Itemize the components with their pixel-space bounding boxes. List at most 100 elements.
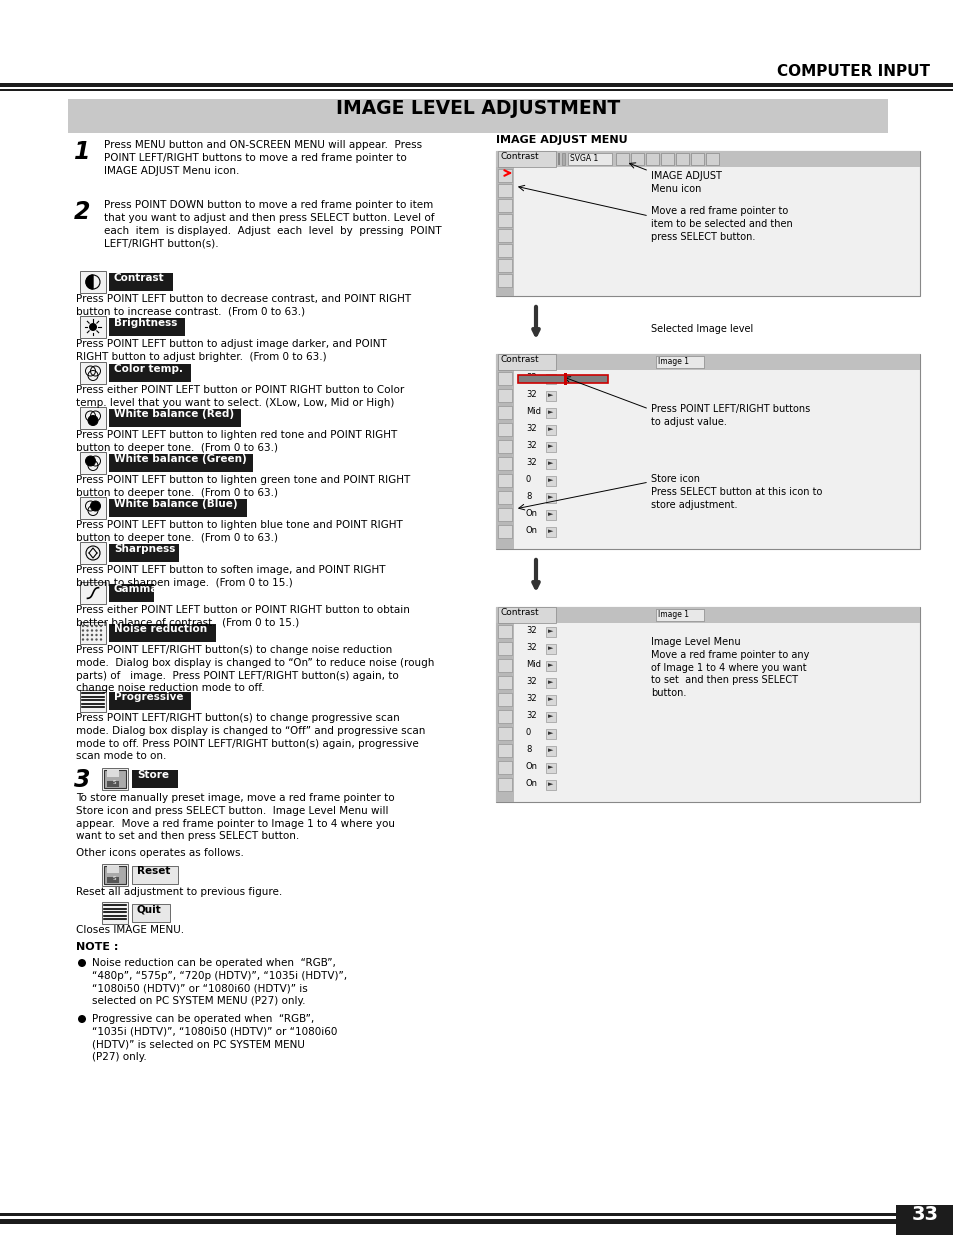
Bar [545,510,556,520]
Circle shape [78,960,86,967]
Text: ►: ► [547,629,553,634]
Bar [80,408,106,429]
Text: ►: ► [547,730,553,736]
Text: Image 1: Image 1 [658,357,688,366]
Circle shape [82,634,84,636]
Text: Mid: Mid [525,659,540,669]
Bar [109,454,253,472]
Text: S: S [112,781,115,785]
Bar [132,866,178,884]
Bar [102,768,128,790]
Circle shape [95,634,97,636]
Bar [80,270,106,293]
Text: ►: ► [547,426,553,432]
Text: Press either POINT LEFT button or POINT RIGHT button to Color
temp. level that y: Press either POINT LEFT button or POINT … [76,385,404,408]
Text: 32: 32 [525,373,536,382]
Bar [496,167,514,296]
Text: Reset all adjustment to previous figure.: Reset all adjustment to previous figure. [76,887,282,897]
Bar [660,153,673,165]
Circle shape [100,638,102,641]
Circle shape [91,501,100,511]
Bar [545,527,556,537]
Bar [545,746,556,756]
Bar [0,83,953,86]
Text: ►: ► [547,459,553,466]
Text: ►: ► [547,679,553,685]
Bar [102,902,128,924]
Text: Store: Store [137,769,169,781]
Circle shape [100,630,102,631]
Bar [497,778,512,790]
Bar [545,781,556,790]
Text: ►: ► [547,375,553,382]
Bar [497,406,512,419]
Text: IMAGE ADJUST MENU: IMAGE ADJUST MENU [496,135,627,144]
Text: Press POINT LEFT/RIGHT buttons
to adjust value.: Press POINT LEFT/RIGHT buttons to adjust… [650,404,809,427]
Circle shape [91,634,93,636]
Text: White balance (Green): White balance (Green) [113,454,247,464]
Bar [109,584,153,601]
Bar [80,542,106,564]
Text: Press POINT LEFT/RIGHT button(s) to change noise reduction
mode.  Dialog box dis: Press POINT LEFT/RIGHT button(s) to chan… [76,645,434,693]
Text: Reset: Reset [137,866,171,876]
Bar [132,769,178,788]
Text: On: On [525,762,537,771]
Text: 32: 32 [525,643,536,652]
Bar [497,710,512,722]
Text: Image 1: Image 1 [658,610,688,619]
Bar [497,525,512,538]
Circle shape [91,630,93,631]
Bar [497,214,512,227]
Text: Noise reduction: Noise reduction [113,624,207,634]
Text: Noise reduction can be operated when  “RGB”,
“480p”, “575p”, “720p (HDTV)”, “103: Noise reduction can be operated when “RG… [91,958,347,1007]
Circle shape [91,625,93,627]
Circle shape [89,324,97,331]
Bar [545,442,556,452]
Bar [109,692,191,710]
Bar [0,89,953,91]
Circle shape [100,625,102,627]
Bar [496,354,919,550]
Text: 32: 32 [525,424,536,433]
Bar [497,169,512,182]
Text: Progressive: Progressive [113,692,183,701]
Text: Quit: Quit [137,904,162,914]
Text: Press POINT DOWN button to move a red frame pointer to item
that you want to adj: Press POINT DOWN button to move a red fr… [104,200,441,248]
Bar [109,317,185,336]
Bar [107,769,119,777]
Bar [497,245,512,257]
Bar [497,457,512,471]
Bar [497,274,512,287]
Bar [545,475,556,487]
Circle shape [95,630,97,631]
Bar [496,151,919,167]
Text: Press POINT LEFT button to lighten green tone and POINT RIGHT
button to deeper t: Press POINT LEFT button to lighten green… [76,475,410,498]
Bar [497,151,556,167]
Bar [545,391,556,401]
Text: Progressive can be operated when  “RGB”,
“1035i (HDTV)”, “1080i50 (HDTV)” or “10: Progressive can be operated when “RGB”, … [91,1014,337,1062]
Bar [497,659,512,672]
Text: Image Level Menu
Move a red frame pointer to any
of Image 1 to 4 where you want
: Image Level Menu Move a red frame pointe… [650,637,808,698]
Text: ►: ► [547,494,553,500]
Text: Contrast: Contrast [500,152,539,161]
Text: 8: 8 [525,745,531,755]
Circle shape [86,456,95,466]
Circle shape [78,1015,86,1023]
Bar [109,409,240,427]
Text: ►: ► [547,713,553,719]
Bar [80,582,106,604]
Bar [705,153,719,165]
Bar [497,259,512,272]
Text: 32: 32 [525,626,536,635]
Text: Press POINT LEFT button to soften image, and POINT RIGHT
button to sharpen image: Press POINT LEFT button to soften image,… [76,564,385,588]
Bar [497,761,512,774]
Bar [107,877,119,883]
Bar [616,153,628,165]
Text: On: On [525,509,537,517]
Text: ►: ► [547,477,553,483]
Bar [496,354,919,370]
Circle shape [86,630,89,631]
Text: On: On [525,526,537,535]
Bar [497,727,512,740]
Text: SVGA 1: SVGA 1 [569,154,598,163]
